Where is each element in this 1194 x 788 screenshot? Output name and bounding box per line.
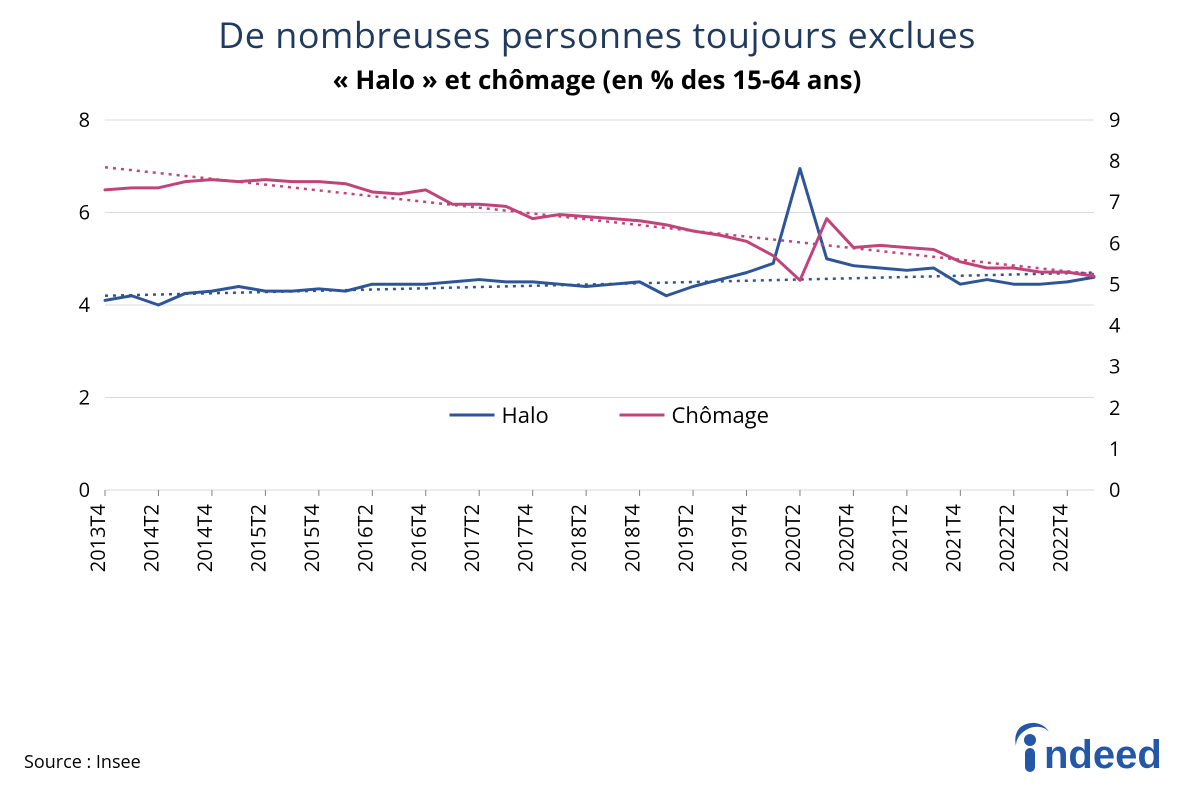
x-tick-label: 2015T4	[298, 503, 325, 572]
x-tick-label: 2019T2	[672, 504, 699, 572]
x-tick-label: 2013T4	[84, 503, 111, 572]
legend-label-halo: Halo	[502, 400, 549, 430]
x-tick-label: 2016T4	[405, 503, 432, 572]
y-right-tick-label: 9	[1109, 106, 1120, 133]
source-label: Source : Insee	[24, 750, 141, 774]
y-left-tick-label: 2	[79, 384, 90, 411]
legend-label-chômage: Chômage	[672, 400, 769, 430]
x-tick-label: 2022T4	[1046, 503, 1073, 572]
y-right-tick-label: 5	[1109, 270, 1120, 297]
logo-text: ndeed	[1044, 733, 1162, 777]
y-right-tick-label: 8	[1109, 147, 1120, 174]
y-right-tick-label: 3	[1109, 353, 1120, 380]
y-left-tick-label: 0	[79, 476, 90, 503]
y-left-tick-label: 8	[79, 106, 90, 133]
x-tick-label: 2015T2	[244, 504, 271, 572]
x-tick-label: 2021T2	[886, 504, 913, 572]
x-tick-label: 2016T2	[351, 504, 378, 572]
series-line-halo	[105, 169, 1094, 305]
x-tick-label: 2020T4	[832, 503, 859, 572]
x-tick-label: 2019T4	[726, 503, 753, 572]
series-line-chômage	[105, 180, 1094, 281]
indeed-logo: ndeed	[1004, 718, 1174, 778]
x-tick-label: 2017T2	[458, 504, 485, 572]
x-tick-label: 2022T2	[993, 504, 1020, 572]
y-right-tick-label: 2	[1109, 394, 1120, 421]
y-right-tick-label: 1	[1109, 435, 1120, 462]
y-right-tick-label: 7	[1109, 188, 1120, 215]
chart-subtitle: « Halo » et chômage (en % des 15-64 ans)	[0, 61, 1194, 97]
x-tick-label: 2018T4	[619, 503, 646, 572]
x-tick-label: 2014T4	[191, 503, 218, 572]
y-left-tick-label: 6	[79, 199, 90, 226]
y-right-tick-label: 0	[1109, 476, 1120, 503]
x-tick-label: 2021T4	[939, 503, 966, 572]
line-chart-svg: 0 2 4 6 8 0 1 2 3 4 5 6 7 8 9 2013T4 2014T2 2014T4 2015T2 2…	[40, 100, 1154, 660]
y-right-tick-label: 4	[1109, 312, 1121, 339]
chart-area: 0 2 4 6 8 0 1 2 3 4 5 6 7 8 9 2013T4 2014T2 2014T4 2015T2 2…	[40, 100, 1154, 660]
chart-title: De nombreuses personnes toujours exclues	[0, 0, 1194, 59]
x-tick-label: 2014T2	[137, 504, 164, 572]
x-tick-label: 2018T2	[565, 504, 592, 572]
x-tick-label: 2020T2	[779, 504, 806, 572]
y-left-tick-label: 4	[79, 291, 91, 318]
trend-line-chômage	[105, 167, 1094, 274]
x-tick-label: 2017T4	[512, 503, 539, 572]
y-right-tick-label: 6	[1109, 229, 1120, 256]
